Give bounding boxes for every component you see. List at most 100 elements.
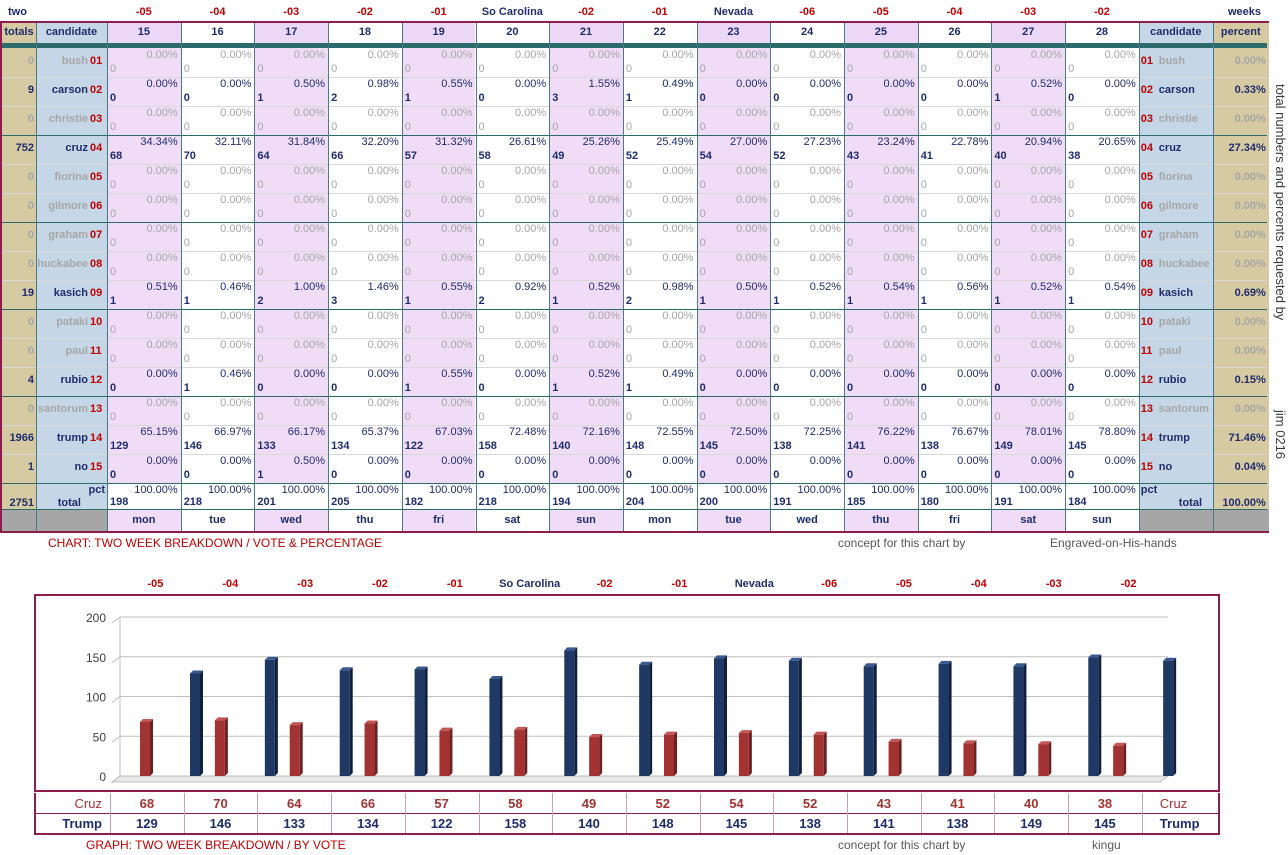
graph-marker: -04 <box>222 578 239 590</box>
bar-side <box>1098 654 1102 776</box>
graph-table-col-line <box>331 793 333 833</box>
day-percent: 0.00% <box>514 252 547 264</box>
bar-side <box>200 670 203 776</box>
graph-table-col-line <box>183 793 185 833</box>
day-percent: 0.00% <box>293 252 326 264</box>
day-percent: 0.00% <box>736 165 768 177</box>
day-vote: 0 <box>625 63 633 75</box>
day-vote: 0 <box>331 266 338 278</box>
day-vote: 0 <box>183 63 190 75</box>
bar-side <box>524 726 528 776</box>
day-percent: 32.20% <box>361 136 399 148</box>
header-left-label: two <box>8 6 27 18</box>
day-percent: 0.00% <box>293 194 326 206</box>
day-percent: 0.00% <box>736 49 768 61</box>
day-percent: 0.00% <box>1030 368 1063 380</box>
day-vote: 43 <box>847 150 860 162</box>
candidate-total: 19 <box>21 287 34 299</box>
day-percent: 0.00% <box>220 455 252 467</box>
daily-total-pct: 100.00% <box>723 484 768 496</box>
graph-value: 122 <box>430 816 453 831</box>
day-percent: 0.46% <box>220 281 252 293</box>
day-percent: 0.00% <box>957 368 989 380</box>
graph-value: 40 <box>1024 796 1039 811</box>
day-percent: 0.00% <box>293 368 326 380</box>
day-percent: 0.00% <box>220 252 252 264</box>
day-vote: 0 <box>773 92 780 104</box>
day-percent: 0.00% <box>809 455 841 467</box>
day-percent: 0.00% <box>441 107 473 119</box>
day-percent: 0.00% <box>588 165 620 177</box>
day-vote: 0 <box>478 208 485 220</box>
bar <box>888 741 899 776</box>
day-percent: 0.00% <box>1104 368 1136 380</box>
day-vote: 0 <box>257 121 264 133</box>
daily-total: 184 <box>1068 496 1087 508</box>
bar-side <box>349 667 353 776</box>
day-percent: 0.49% <box>662 368 694 380</box>
day-vote: 2 <box>625 295 633 307</box>
concept-label-2: concept for this chart by <box>838 838 966 852</box>
day-percent: 0.00% <box>293 49 326 61</box>
weekday-cell-bg <box>107 509 181 531</box>
day-vote: 0 <box>331 324 338 336</box>
bar-side <box>424 666 428 776</box>
day-number-header: 26 <box>948 26 961 38</box>
col-line <box>36 23 37 531</box>
candidate-percent: 0.00% <box>1234 345 1266 357</box>
col-line <box>1212 23 1214 531</box>
col-line <box>991 23 993 531</box>
day-vote: 64 <box>257 150 270 162</box>
row-line <box>2 164 1267 165</box>
day-percent: 0.00% <box>588 339 620 351</box>
day-percent: 0.00% <box>662 223 694 235</box>
weekday-label: tue <box>209 514 226 526</box>
day-percent: 0.00% <box>662 194 694 206</box>
bar <box>414 669 425 776</box>
graph-marker: -02 <box>372 578 388 590</box>
weekday-cell-bg <box>917 509 992 531</box>
day-vote: 0 <box>478 121 485 133</box>
row-line <box>2 280 1267 281</box>
day-column-bg <box>180 23 255 483</box>
day-percent: 0.00% <box>367 252 399 264</box>
graph-table-col-line <box>847 793 848 833</box>
day-percent: 0.00% <box>662 252 694 264</box>
day-percent: 31.84% <box>287 136 326 148</box>
weekday-cell-bg <box>475 509 550 531</box>
day-vote: 0 <box>625 237 633 249</box>
day-percent: 0.00% <box>441 310 473 322</box>
day-vote: 0 <box>257 411 264 423</box>
day-percent: 0.00% <box>146 165 178 177</box>
weekday-label: sat <box>504 514 521 526</box>
graph-marker: -03 <box>297 578 314 590</box>
day-vote: 0 <box>331 121 338 133</box>
col-line <box>549 23 551 531</box>
daily-total-pct: 100.00% <box>1092 484 1136 496</box>
day-vote: 0 <box>404 324 411 336</box>
bar-top <box>589 734 603 738</box>
day-header-bg <box>475 23 550 43</box>
top-marker: -05 <box>135 6 152 18</box>
bar <box>214 720 225 776</box>
bar <box>489 679 500 776</box>
graph-value: 58 <box>508 796 523 811</box>
day-percent: 20.94% <box>1024 136 1063 148</box>
candidate-number-right: 06 <box>1140 200 1154 212</box>
day-vote: 146 <box>183 440 203 452</box>
day-percent: 0.92% <box>514 281 547 293</box>
day-vote: 0 <box>183 208 190 220</box>
bar-side <box>274 656 278 776</box>
side-note-2-wrap: jim 0216 <box>1270 410 1288 470</box>
day-vote: 0 <box>1068 63 1075 75</box>
day-percent: 0.00% <box>957 223 989 235</box>
day-percent: 0.00% <box>146 397 178 409</box>
day-vote: 0 <box>920 92 927 104</box>
bar <box>1038 744 1049 776</box>
day-percent: 0.00% <box>736 223 768 235</box>
totals-column-bg <box>2 23 36 509</box>
top-marker: -01 <box>651 6 668 18</box>
day-vote: 0 <box>404 411 411 423</box>
day-percent: 0.00% <box>736 310 768 322</box>
graph-value: 138 <box>946 816 969 831</box>
